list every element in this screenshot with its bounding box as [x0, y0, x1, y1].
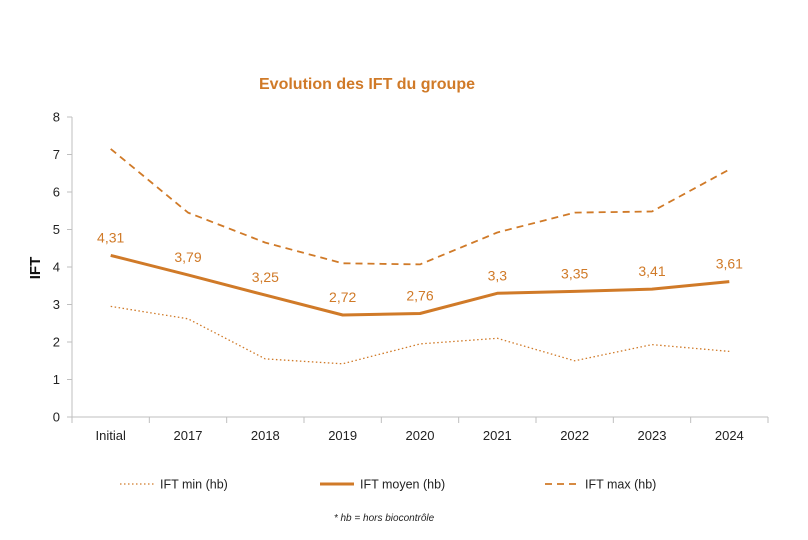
- data-label: 3,79: [174, 249, 201, 265]
- x-tick-label: 2022: [560, 428, 589, 443]
- y-axis-label: IFT: [27, 257, 44, 280]
- footnote: * hb = hors biocontrôle: [334, 513, 435, 524]
- axes: 0 1 2 3 4 5 6 7 8 Initial 2017 2018 2019 2020 2021 2022…: [53, 110, 769, 443]
- data-labels: 4,31 3,79 3,25 2,72 2,76 3,3 3,35 3,41 3,61: [97, 229, 743, 305]
- data-label: 3,61: [716, 256, 743, 272]
- y-tick-label: 6: [53, 185, 60, 200]
- legend: IFT min (hb) IFT moyen (hb) IFT max (hb): [120, 478, 656, 492]
- x-tick-label: 2017: [174, 428, 203, 443]
- series-line-solid: [110, 253, 730, 317]
- y-tick-label: 3: [53, 297, 60, 312]
- x-tick-label: 2018: [251, 428, 280, 443]
- legend-label: IFT min (hb): [160, 478, 228, 492]
- x-tick-label: 2024: [715, 428, 744, 443]
- legend-label: IFT max (hb): [585, 478, 656, 492]
- y-tick-label: 5: [53, 222, 60, 237]
- y-tick-label: 7: [53, 147, 60, 162]
- data-label: 2,72: [329, 289, 356, 305]
- data-label: 3,25: [252, 269, 279, 285]
- x-tick-label: 2019: [328, 428, 357, 443]
- data-label: 4,31: [97, 229, 124, 245]
- series-line-dotted: [110, 305, 730, 365]
- data-label: 3,3: [488, 267, 508, 283]
- x-tick-label: 2020: [406, 428, 435, 443]
- data-label: 2,76: [406, 288, 433, 304]
- x-tick-label: Initial: [95, 428, 125, 443]
- y-tick-label: 4: [53, 260, 60, 275]
- y-tick-label: 0: [53, 410, 60, 425]
- y-tick-label: 1: [53, 372, 60, 387]
- data-label: 3,41: [638, 263, 665, 279]
- x-tick-label: 2023: [638, 428, 667, 443]
- y-tick-label: 2: [53, 335, 60, 350]
- legend-label: IFT moyen (hb): [360, 478, 445, 492]
- data-label: 3,35: [561, 265, 588, 281]
- x-tick-label: 2021: [483, 428, 512, 443]
- series-lines: [110, 148, 730, 365]
- y-tick-label: 8: [53, 110, 60, 125]
- series-line-dashed: [110, 148, 730, 266]
- chart-title: Evolution des IFT du groupe: [259, 76, 475, 93]
